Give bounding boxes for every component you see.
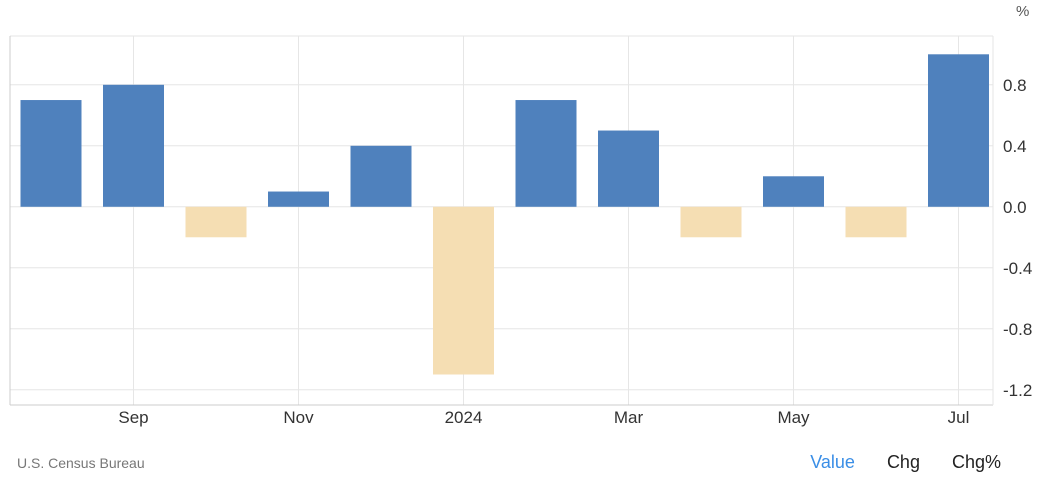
bar-2024[interactable]	[433, 206, 494, 375]
y-tick-label: -1.2	[1003, 381, 1032, 400]
x-tick-label: 2024	[445, 408, 483, 427]
bar-mar[interactable]	[598, 130, 659, 207]
bar-dec[interactable]	[350, 145, 412, 207]
tab-chg-percent[interactable]: Chg%	[951, 452, 1001, 472]
bar-sep[interactable]	[103, 84, 164, 207]
y-tick-label: -0.8	[1003, 320, 1032, 339]
bar-oct[interactable]	[185, 206, 247, 238]
y-tick-label: 0.4	[1003, 137, 1027, 156]
bars	[20, 54, 989, 375]
bar-aug[interactable]	[20, 100, 82, 207]
y-tick-label: 0.0	[1003, 198, 1027, 217]
grid-lines	[10, 35, 993, 405]
unit-label: %	[1016, 3, 1029, 20]
x-tick-label: May	[777, 408, 810, 427]
bar-feb[interactable]	[515, 100, 577, 207]
bar-jul[interactable]	[928, 54, 989, 207]
x-tick-label: Nov	[283, 408, 314, 427]
bar-apr[interactable]	[680, 206, 742, 238]
x-tick-label: Jul	[948, 408, 970, 427]
view-tabs: Value Chg Chg%	[810, 452, 1001, 473]
bar-nov[interactable]	[268, 191, 329, 207]
tab-chg[interactable]: Chg	[886, 452, 920, 472]
bar-may[interactable]	[763, 176, 824, 207]
source-label: U.S. Census Bureau	[17, 455, 145, 471]
chart-area: 0.8 0.4 0.0 -0.4 -0.8 -1.2 Sep Nov 2024 Mar May Jul…	[9, 3, 1032, 427]
axes	[9, 36, 994, 406]
y-tick-label: 0.8	[1003, 76, 1027, 95]
chart-footer: U.S. Census Bureau Value Chg Chg%	[0, 444, 1059, 484]
tick-labels: 0.8 0.4 0.0 -0.4 -0.8 -1.2 Sep Nov 2024 Mar May Jul	[118, 76, 1032, 427]
x-tick-label: Mar	[614, 408, 644, 427]
x-tick-label: Sep	[118, 408, 148, 427]
bar-jun[interactable]	[845, 206, 907, 238]
y-tick-label: -0.4	[1003, 259, 1032, 278]
tab-value[interactable]: Value	[810, 452, 855, 472]
